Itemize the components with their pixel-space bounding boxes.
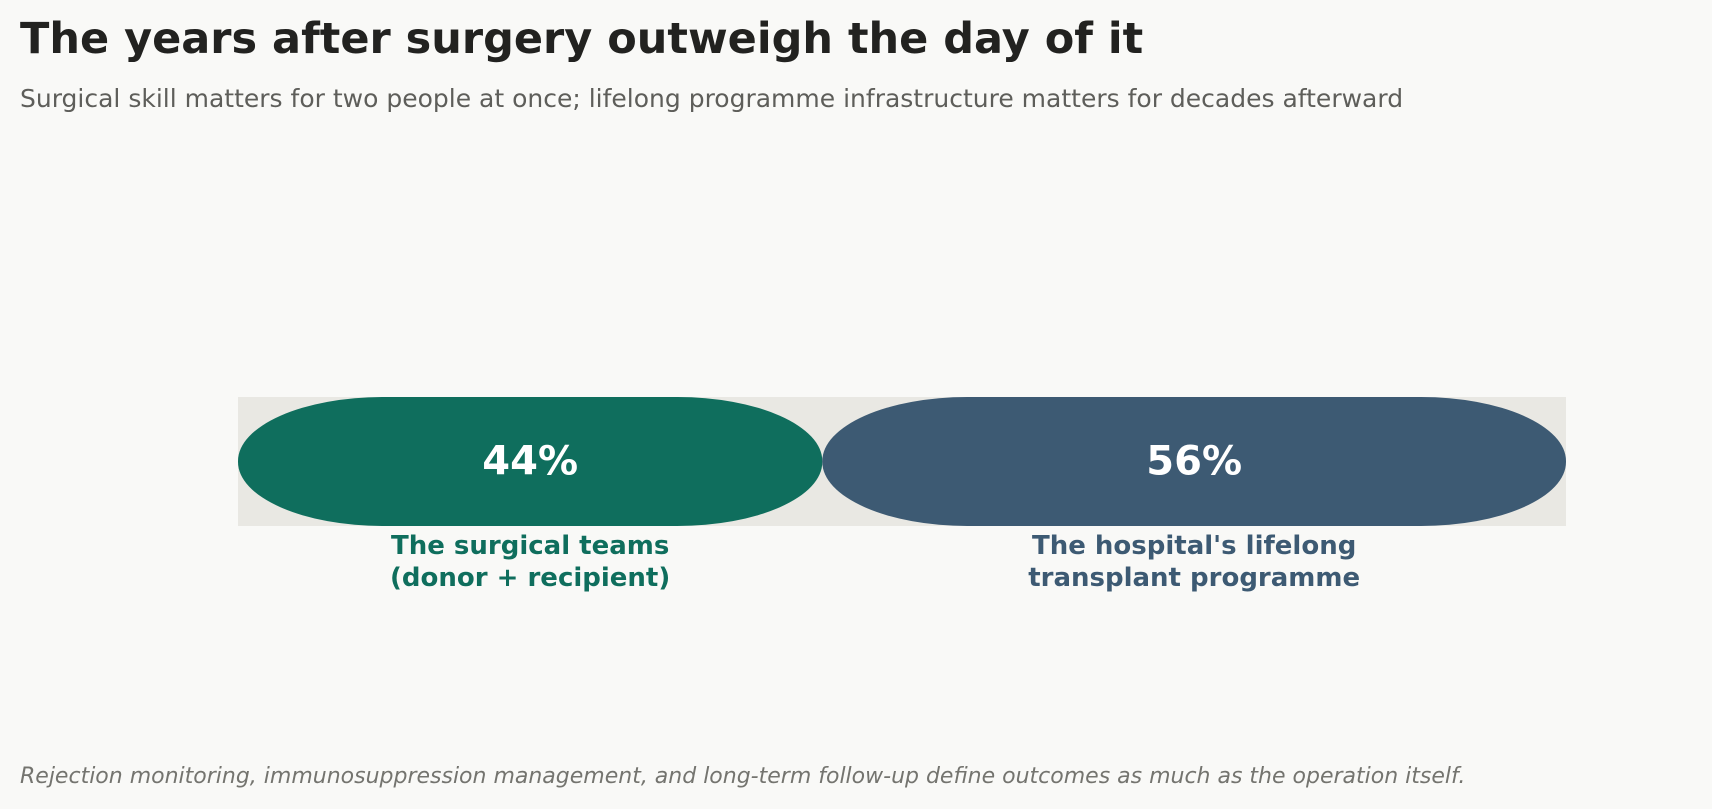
bar-category-label-line: The surgical teams [391, 531, 669, 561]
bar-segments: 44% The surgical teams (donor + recipient)… [238, 397, 1566, 593]
bar-category-label-line: transplant programme [1028, 563, 1360, 593]
bar-category-label-2: The hospital's lifelong transplant progra… [1028, 531, 1360, 593]
chart-subtitle: Surgical skill matters for two people at… [20, 84, 1404, 113]
chart-title: The years after surgery outweigh the day… [20, 14, 1144, 64]
bar-segment-1 [238, 397, 823, 526]
bar-category-label-1: The surgical teams (donor + recipient) [390, 531, 670, 593]
chart-footnote: Rejection monitoring, immunosuppression … [20, 764, 1466, 789]
bar-category-label-line: The hospital's lifelong [1032, 531, 1356, 561]
bar-segment-2 [822, 397, 1566, 526]
bar-value-label-2: 56% [1146, 439, 1242, 485]
bar-value-label-1: 44% [482, 439, 578, 485]
bar-category-label-line: (donor + recipient) [390, 563, 670, 593]
